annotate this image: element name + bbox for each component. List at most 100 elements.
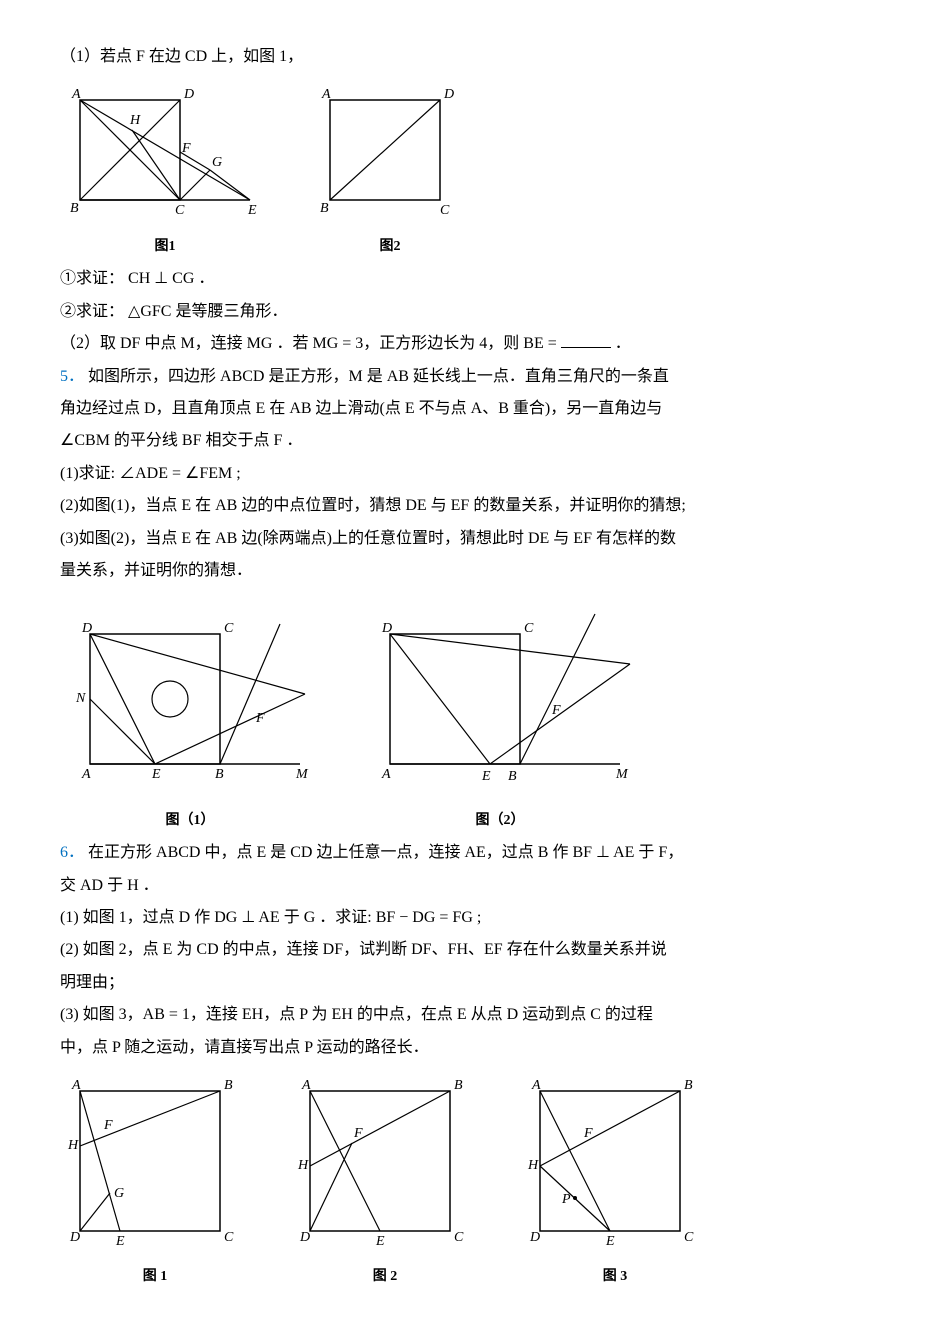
svg-text:C: C <box>524 621 534 636</box>
svg-text:F: F <box>583 1126 593 1141</box>
p6-fig3-caption: 图 3 <box>520 1264 710 1291</box>
p4-fig2-svg: A D B C <box>310 80 470 220</box>
svg-text:B: B <box>320 201 329 216</box>
p4-l3-math: △GFC <box>128 303 171 320</box>
p6-fig1: A B C D E H F G 图 1 <box>60 1071 250 1291</box>
p5-l1: 如图所示，四边形 ABCD 是正方形，M 是 AB 延长线上一点．直角三角尺的一… <box>88 368 669 385</box>
p4-fig1: A D B C E F H G 图1 <box>60 80 270 260</box>
svg-text:D: D <box>443 87 454 102</box>
p6-l7: 中，点 P 随之运动，请直接写出点 P 运动的路径长． <box>60 1033 885 1063</box>
svg-text:C: C <box>224 1230 234 1245</box>
svg-text:A: A <box>381 767 391 782</box>
svg-text:E: E <box>481 769 491 784</box>
svg-text:C: C <box>684 1230 694 1245</box>
svg-text:M: M <box>615 767 629 782</box>
svg-text:C: C <box>440 203 450 218</box>
p5-figrow: A B C D E M N F 图（1） A B C D E M F 图（2 <box>60 594 885 834</box>
svg-text:B: B <box>454 1078 463 1093</box>
p4-figrow: A D B C E F H G 图1 A D B C 图2 <box>60 80 885 260</box>
p4-line3: ②求证： △GFC 是等腰三角形． <box>60 297 885 327</box>
p4-fig1-svg: A D B C E F H G <box>60 80 270 220</box>
svg-text:G: G <box>114 1186 124 1201</box>
p4-l3-pre: ②求证： <box>60 303 124 320</box>
p4-l3-post: 是等腰三角形． <box>175 303 287 320</box>
p6-fig2: A B C D E H F 图 2 <box>290 1071 480 1291</box>
svg-text:N: N <box>75 691 86 706</box>
p5-fig2: A B C D E M F 图（2） <box>360 594 640 834</box>
svg-text:E: E <box>605 1234 615 1249</box>
svg-text:E: E <box>247 203 257 218</box>
svg-text:A: A <box>321 87 331 102</box>
svg-text:F: F <box>103 1118 113 1133</box>
p6-fig2-svg: A B C D E H F <box>290 1071 480 1251</box>
svg-text:A: A <box>531 1078 541 1093</box>
p6-line1: 6． 在正方形 ABCD 中，点 E 是 CD 边上任意一点，连接 AE，过点 … <box>60 838 885 868</box>
p6-fig1-svg: A B C D E H F G <box>60 1071 250 1251</box>
svg-text:D: D <box>183 87 194 102</box>
svg-text:F: F <box>353 1126 363 1141</box>
p5-l2: 角边经过点 D，且直角顶点 E 在 AB 边上滑动(点 E 不与点 A、B 重合… <box>60 394 885 424</box>
svg-text:B: B <box>224 1078 233 1093</box>
svg-text:A: A <box>81 767 91 782</box>
svg-text:H: H <box>297 1158 309 1173</box>
p5-line1: 5． 如图所示，四边形 ABCD 是正方形，M 是 AB 延长线上一点．直角三角… <box>60 362 885 392</box>
p4-l2-math: CH ⊥ CG <box>128 270 194 287</box>
p5-fig2-svg: A B C D E M F <box>360 594 640 794</box>
p5-l4: (1)求证: ∠ADE = ∠FEM ; <box>60 459 885 489</box>
p6-fig3: A B C D E H F P 图 3 <box>520 1071 710 1291</box>
svg-text:C: C <box>224 621 234 636</box>
svg-text:D: D <box>69 1230 80 1245</box>
p6-fig2-caption: 图 2 <box>290 1264 480 1291</box>
p6-fig3-svg: A B C D E H F P <box>520 1071 710 1251</box>
p4-fig2: A D B C 图2 <box>310 80 470 260</box>
p5-fig1-caption: 图（1） <box>60 808 320 835</box>
svg-text:F: F <box>551 703 561 718</box>
p4-fig2-caption: 图2 <box>310 234 470 261</box>
p6-l6: (3) 如图 3，AB = 1，连接 EH，点 P 为 EH 的中点，在点 E … <box>60 1000 885 1030</box>
p5-l6: (3)如图(2)，当点 E 在 AB 边(除两端点)上的任意位置时，猜想此时 D… <box>60 524 885 554</box>
svg-text:E: E <box>115 1234 125 1249</box>
svg-text:F: F <box>181 141 191 156</box>
p6-fig1-caption: 图 1 <box>60 1264 250 1291</box>
svg-text:G: G <box>212 155 222 170</box>
p4-blank <box>561 331 611 348</box>
p4-line1: （1）若点 F 在边 CD 上，如图 1， <box>60 42 885 72</box>
svg-text:A: A <box>301 1078 311 1093</box>
svg-text:H: H <box>129 113 141 128</box>
svg-text:F: F <box>255 711 265 726</box>
svg-text:C: C <box>175 203 185 218</box>
p4-line2: ①求证： CH ⊥ CG ． <box>60 264 885 294</box>
p6-num: 6． <box>60 844 84 861</box>
p5-l5: (2)如图(1)，当点 E 在 AB 边的中点位置时，猜想 DE 与 EF 的数… <box>60 491 885 521</box>
svg-text:C: C <box>454 1230 464 1245</box>
svg-text:A: A <box>71 1078 81 1093</box>
svg-text:D: D <box>299 1230 310 1245</box>
p6-l1: 在正方形 ABCD 中，点 E 是 CD 边上任意一点，连接 AE，过点 B 作… <box>88 844 683 861</box>
p4-fig1-caption: 图1 <box>60 234 270 261</box>
p5-num: 5． <box>60 368 84 385</box>
p4-l4a: （2）取 DF 中点 M，连接 MG ．若 MG = 3，正方形边长为 4，则 … <box>60 335 561 352</box>
p4-line4: （2）取 DF 中点 M，连接 MG ．若 MG = 3，正方形边长为 4，则 … <box>60 329 885 359</box>
p5-fig1-svg: A B C D E M N F <box>60 594 320 794</box>
svg-text:B: B <box>215 767 224 782</box>
p6-l4: (2) 如图 2，点 E 为 CD 的中点，连接 DF，试判断 DF、FH、EF… <box>60 935 885 965</box>
p5-l7: 量关系，并证明你的猜想． <box>60 556 885 586</box>
p6-l2: 交 AD 于 H ． <box>60 871 885 901</box>
svg-text:E: E <box>375 1234 385 1249</box>
p5-l3: ∠CBM 的平分线 BF 相交于点 F ． <box>60 426 885 456</box>
svg-text:D: D <box>529 1230 540 1245</box>
p4-l4b: ． <box>615 335 631 352</box>
svg-text:H: H <box>527 1158 539 1173</box>
svg-text:H: H <box>67 1138 79 1153</box>
svg-text:D: D <box>81 621 92 636</box>
p6-figrow: A B C D E H F G 图 1 A B C D E H F 图 2 <box>60 1071 885 1291</box>
svg-text:P: P <box>561 1192 571 1207</box>
svg-text:B: B <box>684 1078 693 1093</box>
p6-l5: 明理由； <box>60 968 885 998</box>
svg-text:M: M <box>295 767 309 782</box>
svg-text:D: D <box>381 621 392 636</box>
p5-fig2-caption: 图（2） <box>360 808 640 835</box>
svg-text:A: A <box>71 87 81 102</box>
svg-text:E: E <box>151 767 161 782</box>
p5-fig1: A B C D E M N F 图（1） <box>60 594 320 834</box>
